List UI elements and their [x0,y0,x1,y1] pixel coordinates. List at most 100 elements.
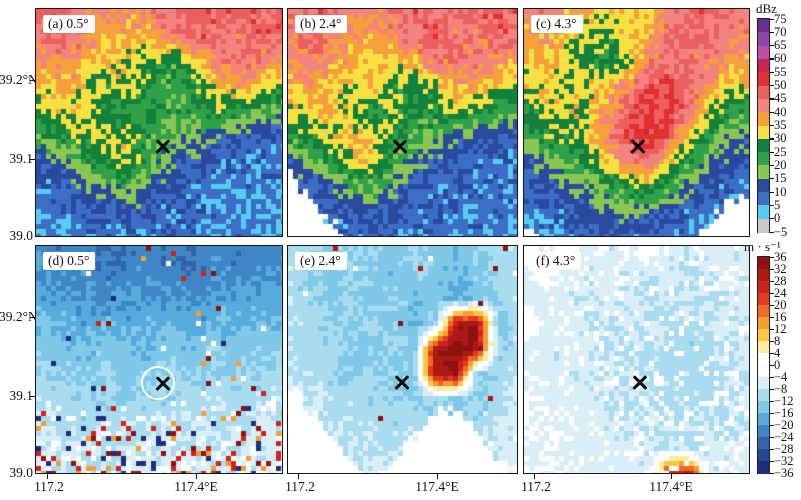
colorbar-tick-label: 50 [770,78,787,93]
colorbar-segment [758,305,769,318]
colorbar-tick-label: 4 [769,345,781,360]
colorbar-segment [758,138,769,153]
panel-f-x-marker-icon [631,374,649,392]
colorbar-segment [758,205,769,220]
panel-f-label: (f) 4.3° [531,252,582,270]
colorbar-tick-label: −8 [769,381,788,396]
panel-d-heatmap [36,246,282,473]
panel-f-heatmap [524,246,749,473]
colorbar-segment [758,218,769,233]
panel-b-label: (b) 2.4° [295,15,348,33]
colorbar-tick-label: 15 [770,171,787,186]
colorbar-tick-label: 20 [770,297,787,312]
colorbar-tick-label: −28 [770,441,794,456]
y-tick-label: 39.2°N [0,72,38,87]
panel-d-velocity-0p5deg: (d) 0.5° [35,245,283,474]
colorbar-segment [758,192,769,206]
x-tick-label: 117.2 [34,479,64,494]
colorbar-segment [758,32,769,47]
colorbar-segment [758,329,769,342]
y-tick [30,159,35,161]
colorbar-segment [758,365,769,378]
colorbar-tick-label: 36 [770,249,787,264]
x-tick-label: 117.4°E [649,479,693,494]
colorbar-segment [758,98,769,113]
colorbar-tick-label: −4 [769,369,788,384]
panel-d-x-marker-icon [154,375,172,393]
x-tick-label: 117.4°E [415,479,459,494]
panel-a-reflectivity-0p5deg: (a) 0.5° [35,8,283,237]
colorbar-tick-label: 20 [770,157,787,172]
panel-a-x-marker-icon [154,138,172,156]
panel-e-velocity-2p4deg: (e) 2.4° [287,245,518,474]
velocity-colorbar: 36 32 28 24 20 16 12 8 4 0 −4 −8 −12 −16 −20 −24 −28 −32−… [757,250,794,479]
colorbar-tick-label: 75 [770,11,787,26]
colorbar-segment [758,178,769,193]
y-tick-label: 39.1 [9,151,33,166]
y-tick-label: 39.2°N [0,309,38,324]
panel-e-heatmap [288,246,517,473]
x-tick-label: 117.2 [285,479,315,494]
colorbar-segment [758,437,769,450]
colorbar-segment [758,377,769,390]
colorbar-tick-label: −5 [769,224,788,239]
colorbar-segment [758,112,769,126]
panel-e-label: (e) 2.4° [295,252,347,270]
colorbar-tick-label: 8 [769,333,781,348]
colorbar-segment [758,281,769,294]
colorbar-segment [758,165,769,180]
x-tick [671,474,673,479]
colorbar-tick-label: 0 [769,211,781,226]
velocity-colorbar-title: m · s⁻¹ [744,239,781,254]
colorbar-tick-label: 35 [770,118,787,132]
y-tick-label: 39.0 [9,465,33,480]
colorbar-tick-label: 12 [770,321,787,336]
colorbar-tick-label: 60 [770,51,787,66]
panel-f-velocity-4p3deg: (f) 4.3° [523,245,750,474]
panel-c-reflectivity-4p3deg: (c) 4.3° [523,8,750,237]
y-tick [30,317,35,319]
colorbar-tick-label: 5 [769,197,781,212]
panel-a-label: (a) 0.5° [43,15,95,33]
x-tick [298,474,300,479]
x-tick [437,474,439,479]
colorbar-tick-label: 65 [770,38,787,53]
colorbar-segment [758,341,769,354]
reflectivity-colorbar: 75 70 65 60 55 50 45 40 35 30 25 20 15 10 5 0 −5 [757,12,787,238]
colorbar-segment [758,425,769,438]
panel-b-reflectivity-2p4deg: (b) 2.4° [287,8,518,237]
colorbar-segment [758,125,769,140]
panel-c-x-marker-icon [629,138,647,156]
reflectivity-colorbar-title: dBz [756,1,777,16]
colorbar-segment [758,461,769,474]
x-tick-label: 117.4°E [174,479,218,494]
colorbar-tick-label: 55 [770,64,787,79]
colorbar-segment [758,449,769,462]
colorbar-tick-label: 32 [770,261,787,276]
colorbar-segment [758,389,769,402]
colorbar-segment [758,85,769,100]
colorbar-tick-label: 0 [769,357,781,372]
y-tick-label: 39.1 [9,388,33,403]
colorbar-segment [758,72,769,87]
panel-e-x-marker-icon [393,374,411,392]
colorbar-segment [758,401,769,414]
colorbar-tick-label: 25 [770,144,787,159]
colorbar-tick-label: −24 [770,429,794,444]
colorbar-tick-label: 28 [770,273,787,288]
x-tick [534,474,536,479]
y-tick [30,80,35,82]
colorbar-tick-label: 10 [770,184,787,199]
colorbar-tick-label: 30 [770,131,787,146]
y-tick-label: 39.0 [9,228,33,243]
colorbar-tick-label: 40 [770,104,787,119]
x-tick [196,474,198,479]
colorbar-segment [758,45,769,60]
colorbar-segment [758,152,769,166]
y-tick [30,396,35,398]
colorbar-segment [758,353,769,366]
colorbar-segment [758,317,769,330]
colorbar-segment [758,257,769,270]
colorbar-tick-label: −32 [770,453,794,468]
